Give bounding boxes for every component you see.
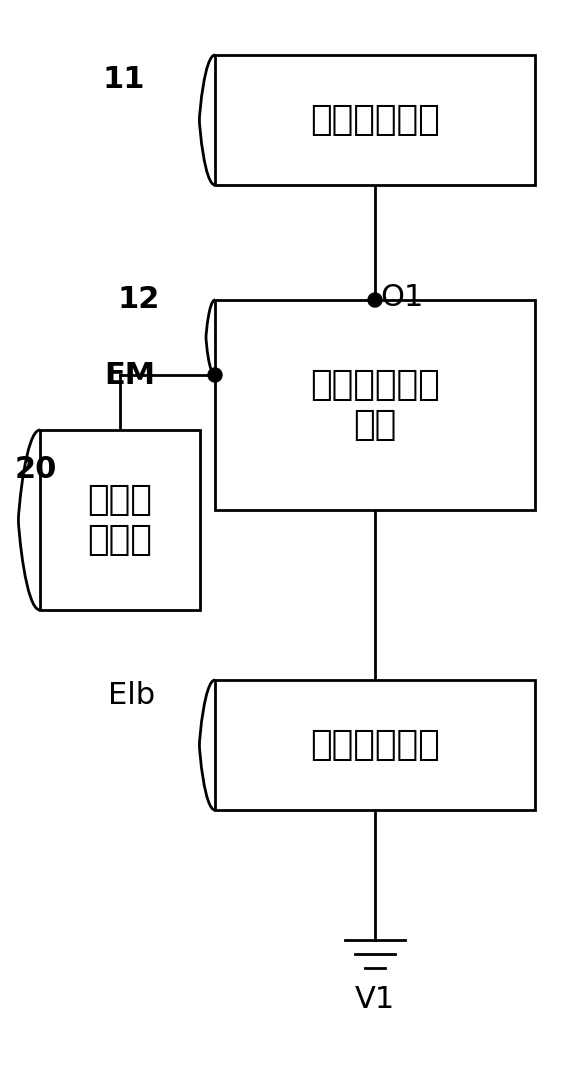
Bar xyxy=(40,430,200,610)
Text: 蓝光调
节电路: 蓝光调 节电路 xyxy=(87,484,152,557)
Bar xyxy=(215,55,535,185)
Text: 蓝色发光元件: 蓝色发光元件 xyxy=(310,728,440,762)
Bar xyxy=(215,679,535,810)
Text: 蓝色发光控制
电路: 蓝色发光控制 电路 xyxy=(310,368,440,441)
Text: 蓝色驱动电路: 蓝色驱动电路 xyxy=(310,103,440,137)
Text: V1: V1 xyxy=(355,986,395,1015)
Text: O1: O1 xyxy=(380,283,423,313)
Text: 11: 11 xyxy=(102,66,145,94)
Text: 20: 20 xyxy=(15,456,58,485)
Text: Elb: Elb xyxy=(108,681,155,710)
Bar xyxy=(215,300,535,510)
Circle shape xyxy=(368,293,382,307)
Circle shape xyxy=(208,368,222,382)
Text: 12: 12 xyxy=(118,286,160,315)
Text: EM: EM xyxy=(104,360,155,390)
